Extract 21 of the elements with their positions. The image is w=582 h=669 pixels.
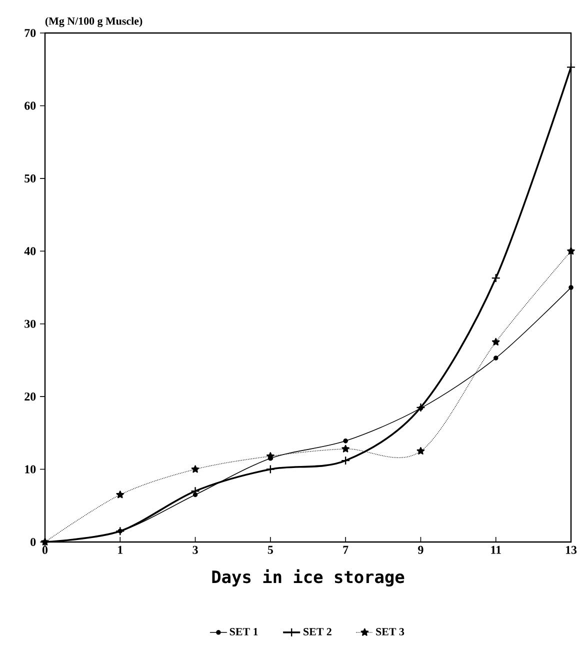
y-tick-label: 60	[24, 102, 36, 110]
legend-label: SET 2	[304, 628, 332, 636]
x-tick-label: 5	[268, 546, 273, 554]
x-tick-label: 13	[566, 546, 577, 554]
legend-label: SET 1	[230, 628, 258, 636]
x-tick-label: 1	[118, 546, 123, 554]
legend-label: SET 3	[376, 628, 404, 636]
x-tick-label: 0	[42, 546, 48, 554]
x-tick-label: 7	[343, 546, 348, 554]
y-tick-label: 20	[24, 392, 36, 401]
x-axis-title: Days in ice storage	[212, 569, 404, 586]
y-tick-label: 30	[24, 320, 36, 328]
x-tick-label: 11	[491, 546, 501, 554]
y-axis-title: (Mg N/100 g Muscle)	[45, 17, 142, 28]
x-tick-label: 9	[418, 546, 424, 554]
y-tick-label: 40	[24, 247, 36, 256]
y-tick-label: 50	[24, 174, 36, 182]
x-tick-label: 3	[192, 546, 198, 554]
y-tick-label: 0	[30, 538, 36, 546]
y-tick-label: 10	[25, 465, 36, 474]
y-tick-label: 70	[24, 28, 36, 38]
